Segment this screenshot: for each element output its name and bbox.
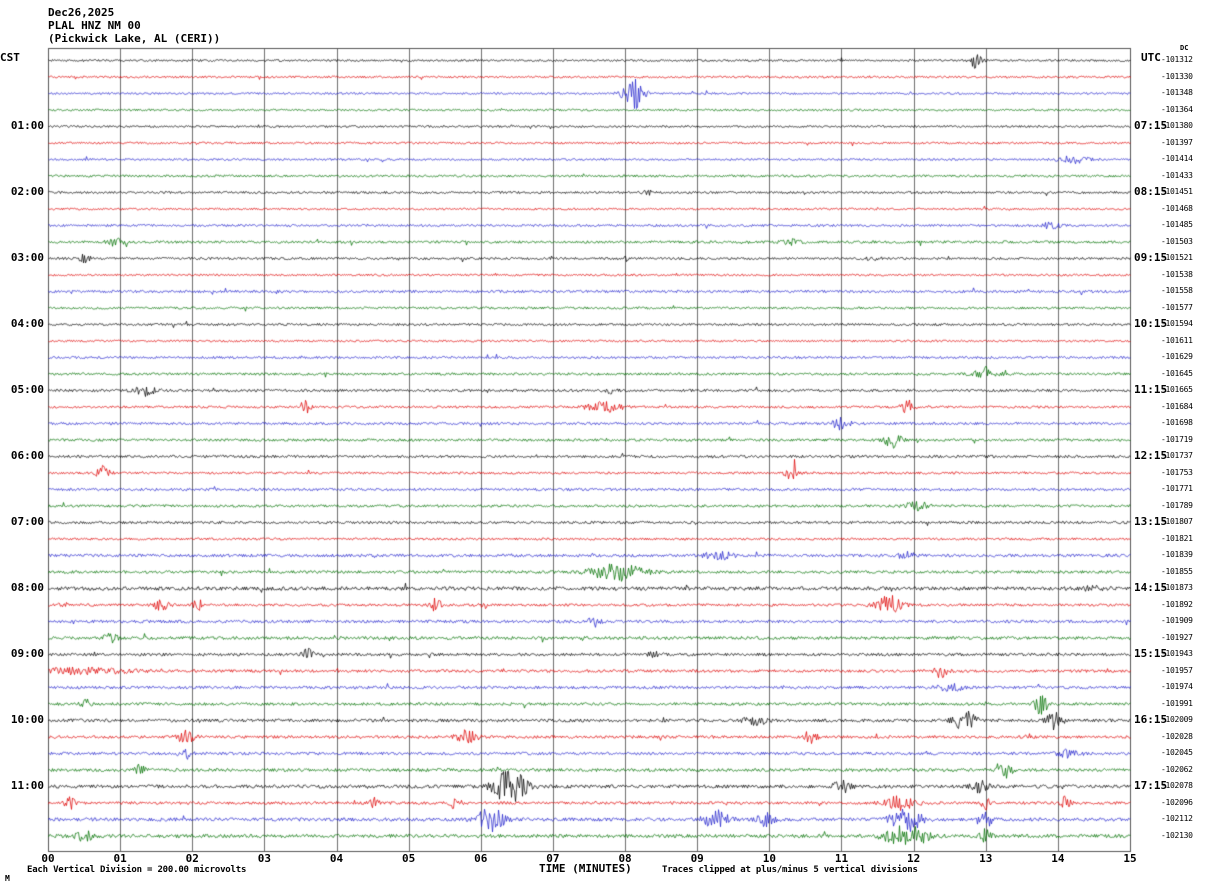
corner-mark: M bbox=[5, 874, 10, 883]
utc-hour-label: 09:15 bbox=[1134, 251, 1168, 264]
dc-offset-label: -101503 bbox=[1161, 236, 1193, 246]
dc-offset-label: -101684 bbox=[1161, 401, 1193, 411]
dc-offset-label: -101839 bbox=[1161, 550, 1193, 559]
dc-offset-label: -101943 bbox=[1161, 649, 1193, 658]
dc-offset-label: -101594 bbox=[1161, 319, 1193, 328]
dc-offset-label: -101892 bbox=[1161, 599, 1193, 609]
x-axis-tick-label: 04 bbox=[329, 852, 344, 865]
dc-offset-label: -101957 bbox=[1161, 665, 1193, 675]
dc-offset-label: -101719 bbox=[1161, 434, 1193, 444]
dc-offset-label: -101468 bbox=[1161, 203, 1193, 213]
dc-offset-label: -101414 bbox=[1161, 154, 1193, 163]
x-axis-tick-label: 14 bbox=[1051, 852, 1065, 865]
dc-offset-label: -101348 bbox=[1161, 88, 1193, 97]
dc-offset-label: -101364 bbox=[1161, 104, 1193, 114]
cst-hour-label: 08:00 bbox=[10, 581, 44, 594]
dc-offset-label: -101698 bbox=[1161, 418, 1193, 427]
x-axis-tick-label: 03 bbox=[257, 852, 272, 865]
dc-offset-label: -101991 bbox=[1161, 698, 1193, 708]
dc-offset-label: -101771 bbox=[1161, 484, 1193, 493]
utc-hour-label: 16:15 bbox=[1134, 713, 1168, 726]
dc-offset-label: -101433 bbox=[1161, 170, 1193, 180]
cst-hour-label: 09:00 bbox=[10, 647, 44, 660]
x-axis-tick-label: 10 bbox=[762, 852, 776, 865]
plot-title: Dec26,2025 PLAL HNZ NM 00 (Pickwick Lake… bbox=[48, 6, 220, 45]
utc-hour-label: 12:15 bbox=[1134, 449, 1168, 462]
utc-hour-label: 11:15 bbox=[1134, 383, 1168, 396]
utc-hour-label: 07:15 bbox=[1134, 119, 1168, 132]
title-station: PLAL HNZ NM 00 bbox=[48, 19, 141, 32]
dc-offset-label: -101737 bbox=[1161, 451, 1193, 460]
cst-hour-label: 10:00 bbox=[10, 713, 44, 726]
x-axis-tick-label: 05 bbox=[402, 852, 416, 865]
cst-hour-label: 04:00 bbox=[10, 317, 44, 330]
footer-vertical-division-note: Each Vertical Division = 200.00 microvol… bbox=[27, 865, 247, 875]
dc-offset-label: -101789 bbox=[1161, 500, 1193, 510]
dc-offset-label: -101451 bbox=[1161, 187, 1193, 196]
dc-offset-label: -102130 bbox=[1161, 830, 1193, 840]
dc-offset-label: -101665 bbox=[1161, 385, 1193, 394]
utc-hour-label: 14:15 bbox=[1134, 581, 1168, 594]
x-axis-tick-label: 02 bbox=[185, 852, 199, 865]
x-axis-tick-label: 08 bbox=[618, 852, 632, 865]
x-axis-tick-label: 06 bbox=[474, 852, 488, 865]
dc-offset-label: -101538 bbox=[1161, 269, 1193, 279]
x-axis-tick-label: 09 bbox=[690, 852, 704, 865]
footer-clipping-note: Traces clipped at plus/minus 5 vertical … bbox=[662, 865, 918, 875]
cst-hour-label: 11:00 bbox=[10, 779, 44, 792]
dc-offset-label: -101521 bbox=[1161, 253, 1193, 262]
x-axis-tick-label: 11 bbox=[834, 852, 849, 865]
x-axis-title: TIME (MINUTES) bbox=[539, 862, 632, 875]
dc-offset-label: -102112 bbox=[1161, 814, 1193, 823]
dc-offset-label: -101909 bbox=[1161, 616, 1193, 625]
dc-offset-label: -101380 bbox=[1161, 121, 1193, 130]
x-axis-tick-label: 01 bbox=[113, 852, 127, 865]
x-axis-tick-label: 15 bbox=[1123, 852, 1137, 865]
x-axis-tick-label: 07 bbox=[546, 852, 560, 865]
left-axis-unit-cst: CST bbox=[0, 51, 20, 64]
dc-offset-label: -101485 bbox=[1161, 220, 1193, 229]
dc-offset-label: -102045 bbox=[1161, 748, 1193, 757]
dc-offset-label: -102009 bbox=[1161, 715, 1193, 724]
dc-offset-label: -101577 bbox=[1161, 302, 1193, 312]
dc-offset-label: -101807 bbox=[1161, 517, 1193, 526]
utc-hour-label: 10:15 bbox=[1134, 317, 1168, 330]
dc-offset-label: -101629 bbox=[1161, 352, 1193, 361]
dc-offset-label: -102078 bbox=[1161, 781, 1193, 790]
dc-offset-label: -101397 bbox=[1161, 137, 1193, 147]
cst-hour-label: 01:00 bbox=[10, 119, 44, 132]
title-date: Dec26,2025 bbox=[48, 6, 115, 19]
dc-offset-label: -101821 bbox=[1161, 533, 1193, 543]
utc-hour-label: 08:15 bbox=[1134, 185, 1168, 198]
cst-hour-label: 02:00 bbox=[10, 185, 44, 198]
x-axis-tick-label: 13 bbox=[979, 852, 993, 865]
utc-hour-label: 15:15 bbox=[1134, 647, 1168, 660]
dc-offset-label: -101974 bbox=[1161, 682, 1193, 691]
dc-offset-label: -101753 bbox=[1161, 467, 1193, 477]
dc-offset-label: -101611 bbox=[1161, 335, 1193, 345]
cst-hour-label: 07:00 bbox=[10, 515, 44, 528]
utc-hour-label: 17:15 bbox=[1134, 779, 1168, 792]
dc-unit-label: DC bbox=[1180, 44, 1189, 52]
dc-offset-label: -101645 bbox=[1161, 368, 1193, 378]
title-location: (Pickwick Lake, AL (CERI)) bbox=[48, 32, 221, 45]
right-axis-unit-utc: UTC bbox=[1141, 51, 1161, 64]
cst-hour-label: 06:00 bbox=[10, 449, 44, 462]
dc-offset-label: -101312 bbox=[1161, 55, 1193, 64]
cst-hour-label: 05:00 bbox=[10, 383, 44, 396]
dc-offset-label: -101558 bbox=[1161, 286, 1193, 295]
dc-offset-label: -101330 bbox=[1161, 71, 1193, 81]
cst-hour-label: 03:00 bbox=[10, 251, 44, 264]
utc-hour-label: 13:15 bbox=[1134, 515, 1168, 528]
dc-offset-label: -102096 bbox=[1161, 797, 1193, 807]
dc-offset-label: -101927 bbox=[1161, 632, 1193, 642]
x-axis-tick-label: 12 bbox=[906, 852, 921, 865]
dc-offset-label: -101855 bbox=[1161, 566, 1193, 576]
dc-offset-label: -102028 bbox=[1161, 731, 1193, 741]
dc-offset-label: -101873 bbox=[1161, 583, 1193, 592]
dc-offset-label: -102062 bbox=[1161, 764, 1193, 774]
x-axis-tick-label: 00 bbox=[41, 852, 55, 865]
